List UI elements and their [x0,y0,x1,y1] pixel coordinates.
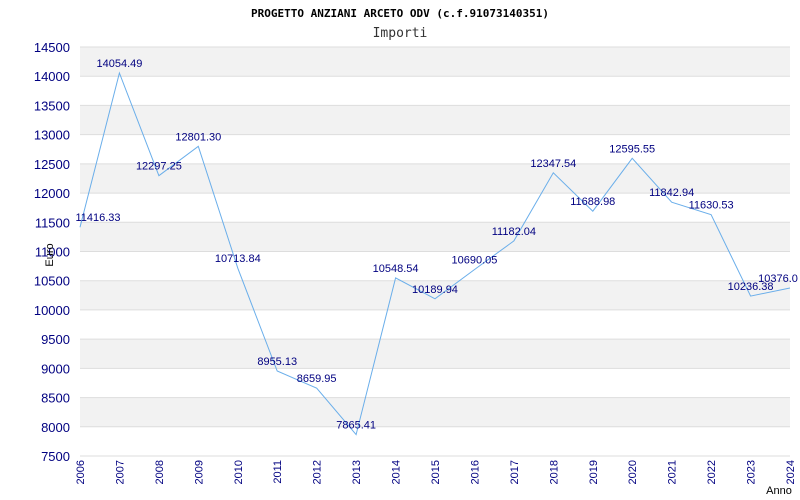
data-label: 8659.95 [297,373,337,385]
x-tick-label: 2014 [391,460,403,484]
x-axis-label: Anno [766,485,792,497]
x-tick-label: 2017 [509,460,521,484]
y-tick-labels: 7500 8000 8500 9000 9500 10000 10500 11000 11500… [34,40,70,464]
x-tick-label: 2020 [627,460,639,484]
data-label: 10236.38 [728,281,774,293]
data-label: 11688.98 [570,196,615,208]
data-label: 11842.94 [649,187,694,199]
x-tick-label: 2010 [233,460,245,484]
x-tick-label: 2024 [785,460,797,484]
x-tick-label: 2018 [548,460,560,484]
x-tick-label: 2006 [75,460,87,484]
data-label: 7865.41 [336,420,376,432]
data-label: 10376.0 [758,273,798,285]
x-tick-label: 2023 [746,460,758,484]
chart-title: PROGETTO ANZIANI ARCETO ODV (c.f.9107314… [251,7,549,20]
data-label: 11416.33 [75,212,120,224]
y-tick-label: 14000 [34,69,70,84]
data-label: 12595.55 [609,143,655,155]
y-tick-label: 9000 [41,361,70,376]
data-label: 11182.04 [492,226,536,238]
y-axis-label: Euro [44,243,56,266]
grid-band [80,397,790,427]
data-label: 10713.84 [215,253,261,265]
y-tick-label: 7500 [41,449,70,464]
chart-subtitle: Importi [373,26,428,41]
x-tick-label: 2011 [272,460,284,484]
x-tick-labels: 2006 2007 2008 2009 2010 2011 2012 2013 2014 2015… [75,460,797,484]
x-tick-label: 2007 [114,460,126,484]
grid-band [80,47,790,77]
y-tick-label: 8500 [41,391,70,406]
data-label: 14054.49 [96,58,142,70]
x-tick-label: 2021 [667,460,679,484]
y-tick-label: 13000 [34,128,70,143]
y-tick-label: 9500 [41,332,70,347]
grid-band [80,105,790,135]
data-label: 8955.13 [257,356,297,368]
y-tick-label: 12500 [34,157,70,172]
data-label: 11630.53 [689,200,734,212]
series-line [79,71,791,436]
x-tick-label: 2022 [706,460,718,484]
y-tick-label: 12000 [34,186,70,201]
y-tick-label: 11500 [35,215,70,230]
x-tick-label: 2015 [430,460,442,484]
y-tick-label: 8000 [41,420,70,435]
x-tick-label: 2016 [469,460,481,484]
y-tick-label: 11000 [35,245,70,260]
data-label: 12801.30 [175,131,221,143]
grid-bands [80,47,790,427]
grid-band [80,163,790,194]
grid-band [80,222,790,252]
data-label: 12297.25 [136,161,182,173]
grid-band [80,280,790,310]
x-tick-label: 2008 [154,460,166,484]
x-tick-label: 2013 [351,460,363,484]
data-label: 10548.54 [373,263,419,275]
data-label: 10189.94 [412,284,458,296]
data-labels: 11416.33 14054.49 12297.25 12801.30 10713.84… [75,58,797,432]
grid-band [80,339,790,369]
x-tick-label: 2012 [312,460,324,484]
x-tick-label: 2009 [193,460,205,484]
y-tick-label: 14500 [34,40,70,55]
y-tick-label: 13500 [34,98,70,113]
y-tick-label: 10000 [34,303,70,318]
x-tick-label: 2019 [588,460,600,484]
y-gridlines [80,46,790,457]
y-tick-label: 10500 [34,274,70,289]
data-label: 10690.05 [451,255,497,267]
data-label: 12347.54 [530,158,576,170]
